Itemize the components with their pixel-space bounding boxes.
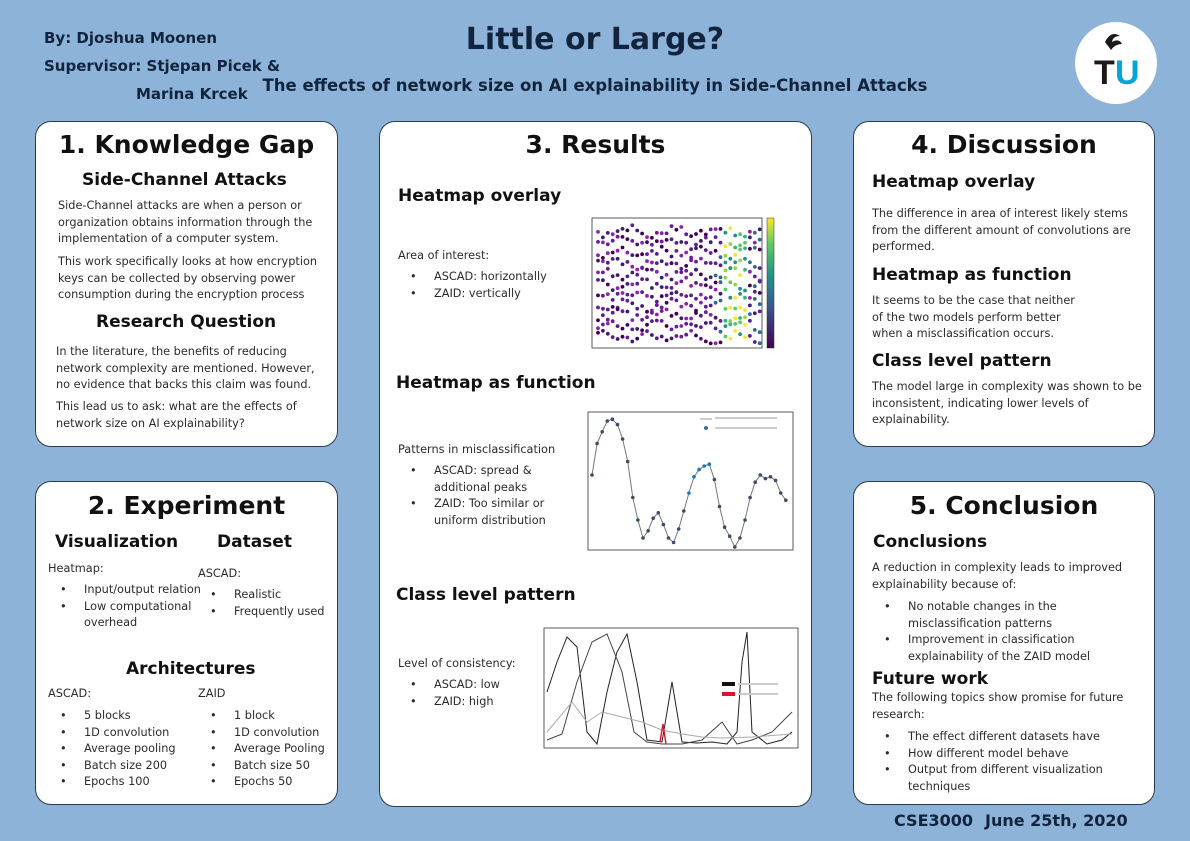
- list-item: 5 blocks: [48, 708, 208, 725]
- area-of-interest-list: ASCAD: horizontally ZAID: vertically: [398, 269, 568, 302]
- poster-date: June 25th, 2020: [985, 811, 1128, 830]
- misclassification-list: ASCAD: spread & additional peaks ZAID: T…: [398, 463, 573, 529]
- list-item: The effect different datasets have: [872, 729, 1147, 746]
- visualization-list: Input/output relation Low computational …: [48, 582, 208, 632]
- list-item: Epochs 50: [198, 774, 338, 791]
- discussion-class-level-title: Class level pattern: [872, 351, 1052, 371]
- list-item: ASCAD: low: [398, 677, 548, 694]
- results-heatmap-function-title: Heatmap as function: [396, 373, 596, 393]
- tu-delft-logo: T U: [1075, 22, 1157, 104]
- list-item: Improvement in classification explainabi…: [872, 632, 1147, 665]
- supervisor-line-1: Supervisor: Stjepan Picek &: [44, 57, 281, 75]
- research-question-paragraph-1: In the literature, the benefits of reduc…: [56, 345, 315, 391]
- list-item: Batch size 200: [48, 758, 208, 775]
- consistency-list: ASCAD: low ZAID: high: [398, 677, 548, 710]
- discussion-heatmap-function-title: Heatmap as function: [872, 265, 1072, 285]
- list-item: Epochs 100: [48, 774, 208, 791]
- sca-paragraph-1: Side-Channel attacks are when a person o…: [58, 199, 313, 245]
- conclusions-text: A reduction in complexity leads to impro…: [872, 561, 1123, 591]
- knowledge-gap-card: 1. Knowledge Gap Side-Channel Attacks Si…: [35, 121, 338, 447]
- supervisor-line-2: Marina Krcek: [136, 85, 248, 103]
- discussion-heatmap-overlay-title: Heatmap overlay: [872, 172, 1036, 192]
- poster-subtitle: The effects of network size on AI explai…: [262, 76, 928, 95]
- discussion-heatmap-overlay-text: The difference in area of interest likel…: [872, 207, 1131, 253]
- dataset-title: Dataset: [217, 532, 292, 552]
- list-item: Frequently used: [198, 604, 338, 621]
- ascad-arch-list: 5 blocks 1D convolution Average pooling …: [48, 708, 208, 791]
- research-question-paragraph-2: This lead us to ask: what are the effect…: [56, 400, 297, 430]
- consistency-label: Level of consistency:: [398, 657, 516, 670]
- discussion-heading: 4. Discussion: [911, 130, 1097, 159]
- list-item: Realistic: [198, 587, 338, 604]
- zaid-arch-list: 1 block 1D convolution Average Pooling B…: [198, 708, 338, 791]
- discussion-class-level-text: The model large in complexity was shown …: [872, 380, 1142, 426]
- future-work-list: The effect different datasets have How d…: [872, 729, 1147, 795]
- svg-text:T: T: [1094, 54, 1115, 92]
- list-item: ASCAD: spread & additional peaks: [398, 463, 573, 496]
- list-item: ZAID: high: [398, 694, 548, 711]
- results-class-level-title: Class level pattern: [396, 585, 576, 605]
- visualization-label: Heatmap:: [48, 562, 104, 575]
- heatmap-function-plot: [560, 406, 800, 576]
- knowledge-gap-heading: 1. Knowledge Gap: [58, 130, 315, 159]
- future-work-title: Future work: [872, 669, 989, 689]
- list-item: Average pooling: [48, 741, 208, 758]
- heatmap-overlay-plot: [560, 212, 790, 370]
- discussion-heatmap-function-text: It seems to be the case that neither of …: [872, 294, 1075, 340]
- dataset-list: Realistic Frequently used: [198, 587, 338, 620]
- sca-title: Side-Channel Attacks: [82, 170, 287, 190]
- conclusions-list: No notable changes in the misclassificat…: [872, 599, 1147, 665]
- conclusions-title: Conclusions: [873, 532, 988, 552]
- results-heatmap-overlay-title: Heatmap overlay: [398, 186, 562, 206]
- zaid-arch-label: ZAID: [198, 687, 226, 700]
- class-level-plot: [522, 622, 802, 772]
- list-item: Low computational overhead: [48, 599, 208, 632]
- research-question-title: Research Question: [96, 312, 277, 332]
- list-item: ZAID: vertically: [398, 286, 568, 303]
- list-item: Output from different visualization tech…: [872, 762, 1147, 795]
- list-item: Input/output relation: [48, 582, 208, 599]
- visualization-title: Visualization: [55, 532, 179, 552]
- list-item: ZAID: Too similar or uniform distributio…: [398, 496, 573, 529]
- sca-paragraph-2: This work specifically looks at how encr…: [58, 255, 318, 301]
- architectures-title: Architectures: [126, 659, 256, 679]
- experiment-heading: 2. Experiment: [87, 491, 286, 520]
- discussion-card: 4. Discussion Heatmap overlay The differ…: [853, 121, 1155, 447]
- results-heading: 3. Results: [525, 130, 666, 159]
- conclusion-card: 5. Conclusion Conclusions A reduction in…: [853, 481, 1155, 805]
- dataset-label: ASCAD:: [198, 567, 242, 580]
- ascad-arch-label: ASCAD:: [48, 687, 92, 700]
- results-card: 3. Results Heatmap overlay Area of inter…: [379, 121, 812, 807]
- list-item: 1D convolution: [198, 725, 338, 742]
- svg-text:U: U: [1115, 54, 1140, 92]
- area-of-interest-label: Area of interest:: [398, 249, 490, 262]
- list-item: 1 block: [198, 708, 338, 725]
- flame-icon: T U: [1094, 34, 1140, 92]
- misclassification-label: Patterns in misclassification: [398, 443, 556, 456]
- future-work-text: The following topics show promise for fu…: [872, 691, 1124, 721]
- course-code: CSE3000: [894, 811, 974, 830]
- list-item: ASCAD: horizontally: [398, 269, 568, 286]
- list-item: How different model behave: [872, 746, 1147, 763]
- experiment-card: 2. Experiment Visualization Heatmap: Inp…: [35, 481, 338, 805]
- list-item: No notable changes in the misclassificat…: [872, 599, 1147, 632]
- poster-title: Little or Large?: [465, 22, 725, 57]
- conclusion-heading: 5. Conclusion: [909, 491, 1099, 520]
- list-item: Batch size 50: [198, 758, 338, 775]
- list-item: Average Pooling: [198, 741, 338, 758]
- author-name: By: Djoshua Moonen: [44, 29, 218, 47]
- list-item: 1D convolution: [48, 725, 208, 742]
